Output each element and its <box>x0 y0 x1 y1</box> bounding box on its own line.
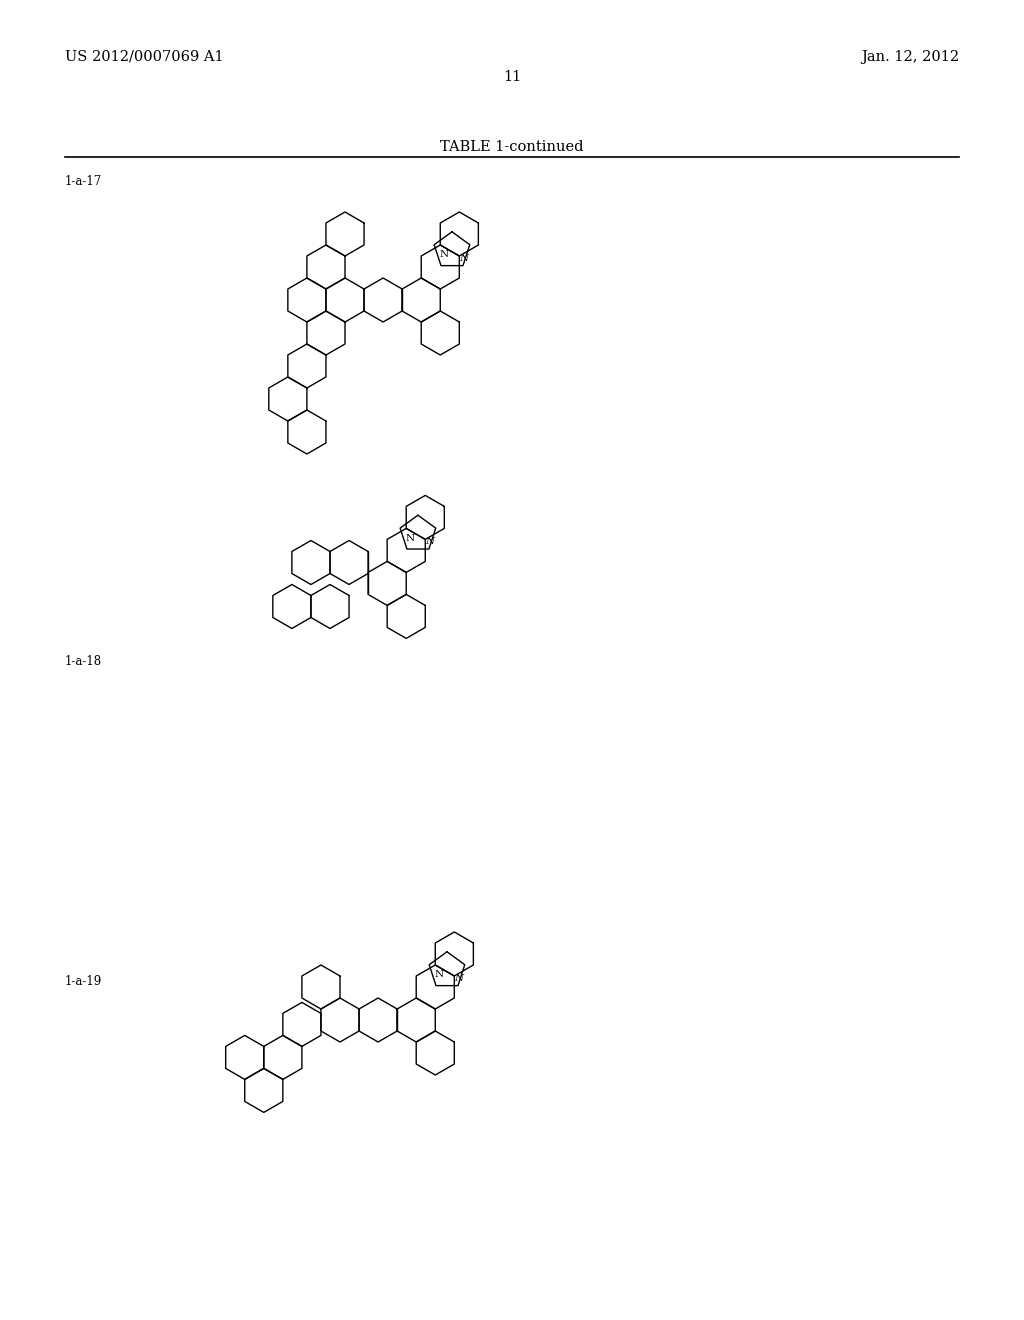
Text: 1-a-17: 1-a-17 <box>65 176 102 187</box>
Text: N: N <box>406 533 415 543</box>
Text: Jan. 12, 2012: Jan. 12, 2012 <box>861 50 959 63</box>
Text: N: N <box>426 537 434 546</box>
Text: N: N <box>460 253 469 263</box>
Text: 11: 11 <box>503 70 521 84</box>
Text: N: N <box>435 970 443 979</box>
Text: N: N <box>439 251 449 260</box>
Text: TABLE 1-continued: TABLE 1-continued <box>440 140 584 154</box>
Text: 1-a-18: 1-a-18 <box>65 655 102 668</box>
Text: US 2012/0007069 A1: US 2012/0007069 A1 <box>65 50 223 63</box>
Text: 1-a-19: 1-a-19 <box>65 975 102 987</box>
Text: N: N <box>455 974 464 982</box>
